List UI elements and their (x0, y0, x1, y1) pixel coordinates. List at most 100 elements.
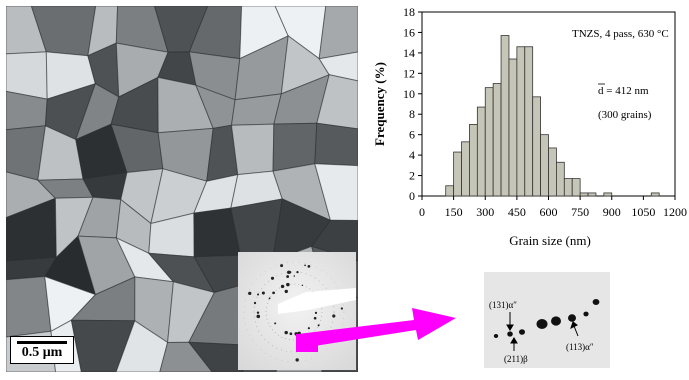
histogram-bar (571, 178, 581, 197)
histogram-bar (540, 134, 549, 197)
diffraction-spot (280, 284, 285, 289)
scale-bar-label: 0.5 μm (21, 345, 63, 360)
diffraction-spot (272, 291, 275, 295)
diffraction-spot (280, 264, 284, 268)
histogram-bar (445, 185, 455, 197)
diffraction-spot (296, 271, 299, 274)
x-tick-label: 1050 (631, 205, 655, 219)
grain (187, 341, 252, 372)
annotation-count: (300 grains) (598, 109, 652, 121)
diffraction-spot (268, 297, 271, 300)
diffraction-spot (313, 316, 317, 320)
histogram-bar (579, 192, 589, 197)
tem-micrograph (6, 6, 358, 372)
x-tick-label: 450 (508, 205, 526, 219)
histogram-bar (587, 192, 597, 197)
grain (6, 275, 52, 338)
grain (314, 122, 358, 167)
diffraction-spot (289, 332, 293, 336)
grain (318, 6, 358, 60)
diffraction-spot (295, 358, 299, 362)
diffraction-spot (340, 307, 343, 310)
diffraction-spot (293, 275, 296, 277)
y-tick-label: 0 (409, 189, 415, 203)
diffraction-spot (284, 290, 288, 293)
diffraction-spot (288, 270, 292, 274)
diffraction-spot (314, 311, 318, 314)
y-tick-label: 6 (409, 128, 415, 142)
diffraction-spot (307, 327, 310, 330)
y-tick-label: 10 (403, 87, 415, 101)
histogram-bar (548, 147, 557, 197)
histogram-bar (524, 46, 534, 197)
x-tick-label: 150 (445, 205, 463, 219)
annotation-condition: TNZS, 4 pass, 630 °C (572, 28, 669, 40)
histogram-bar (500, 35, 510, 197)
grain-size-histogram: 0 150 300 450 600 750 900 1050 1200 0 2 4 6 8 10 12 14 16… (372, 5, 687, 248)
scale-bar: 0.5 μm (10, 336, 74, 364)
y-tick-label: 12 (403, 66, 415, 80)
diffraction-spot (304, 264, 306, 267)
scale-bar-line (17, 341, 67, 344)
grain (310, 219, 358, 262)
grain (272, 122, 318, 172)
histogram-bar (469, 124, 478, 197)
y-axis-label: Frequency (%) (372, 62, 387, 146)
diffraction-spot (284, 330, 288, 335)
x-tick-label: 900 (603, 205, 621, 219)
y-tick-label: 14 (403, 46, 415, 60)
zoomed-diffraction-spots: (131)α″ (211)β (113)α″ (484, 272, 610, 368)
x-tick-label: 1200 (663, 205, 687, 219)
x-axis-label: Grain size (nm) (509, 233, 591, 248)
grain (316, 74, 358, 130)
grain (115, 320, 169, 372)
histogram-bar (650, 192, 660, 197)
diffraction-spot (248, 291, 252, 296)
diffraction-spot (261, 291, 265, 295)
zoom-arrow (296, 308, 456, 352)
histogram-bar (516, 46, 526, 197)
diffraction-spot (253, 301, 257, 305)
histogram-bar (453, 151, 462, 197)
y-tick-label: 16 (403, 25, 415, 39)
grain (230, 123, 275, 176)
diffraction-spot (317, 324, 320, 327)
diffraction-spot (256, 311, 260, 314)
grain (159, 341, 213, 372)
diffraction-spot (274, 322, 277, 325)
x-tick-label: 600 (540, 205, 558, 219)
diffraction-spot (256, 314, 261, 319)
y-tick-label: 2 (409, 169, 415, 183)
y-tick-label: 18 (403, 5, 415, 19)
histogram-bar (492, 83, 502, 197)
diffraction-spot (270, 276, 275, 280)
histogram-bar (476, 106, 486, 197)
grain (70, 319, 136, 372)
histogram-bar (563, 178, 573, 197)
x-tick-label: 300 (476, 205, 494, 219)
grain (314, 163, 358, 222)
histogram-bar (532, 96, 541, 197)
diffraction-spot (286, 275, 290, 278)
grain (6, 51, 48, 100)
x-tick-label: 750 (571, 205, 589, 219)
diffraction-spot (332, 314, 336, 318)
histogram-bar (603, 192, 613, 197)
diffraction-spot (286, 282, 290, 287)
diffraction-spot (257, 293, 260, 296)
diffraction-spot (301, 284, 304, 287)
grain (318, 51, 358, 82)
histogram-bar (484, 87, 494, 197)
diffraction-spot (307, 265, 311, 268)
histogram-bar (556, 161, 565, 197)
histogram-bar (461, 141, 470, 197)
label-131-alpha: (131)α″ (489, 300, 517, 310)
annotation-mean: d = 412 nm (598, 85, 649, 97)
histogram-bar (508, 58, 518, 197)
beam-stop (278, 288, 356, 314)
label-113-alpha: (113)α″ (566, 342, 594, 352)
label-211-beta: (211)β (504, 354, 528, 364)
x-tick-label: 0 (419, 205, 425, 219)
y-tick-label: 4 (409, 148, 415, 162)
y-tick-label: 8 (409, 107, 415, 121)
